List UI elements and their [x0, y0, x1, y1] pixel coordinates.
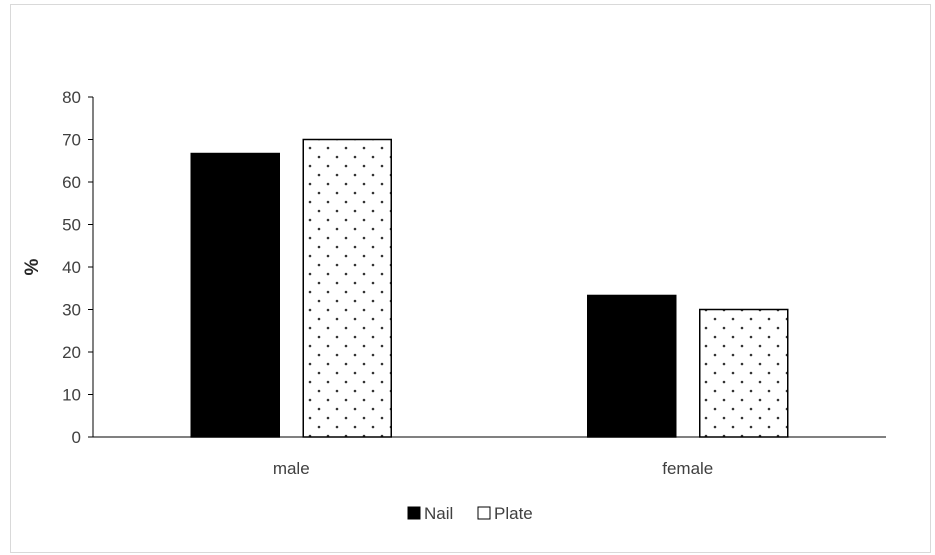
bar-nail-male	[190, 152, 280, 438]
y-axis: 0 10 20 30 40 50 60 70 80	[62, 88, 94, 447]
y-tick-label: 40	[62, 258, 81, 277]
x-axis: male female	[93, 436, 886, 478]
y-tick-label: 10	[62, 386, 81, 405]
y-tick-label: 30	[62, 301, 81, 320]
legend-label: Nail	[424, 504, 453, 523]
y-tick-label: 0	[72, 428, 81, 447]
bar-nail-female	[587, 294, 677, 438]
y-tick-label: 70	[62, 131, 81, 150]
y-tick-label: 60	[62, 173, 81, 192]
bars	[190, 138, 789, 438]
legend-label: Plate	[494, 504, 533, 523]
legend-swatch-nail	[407, 506, 421, 520]
legend: Nail Plate	[407, 504, 533, 523]
legend-item-nail: Nail	[407, 504, 453, 523]
y-axis-title: %	[22, 258, 43, 275]
legend-swatch-plate	[477, 506, 491, 520]
x-tick-label: female	[662, 459, 713, 478]
bar-plate-male	[302, 138, 392, 438]
x-tick-label: male	[273, 459, 310, 478]
bar-plate-female	[699, 308, 789, 438]
y-tick-label: 50	[62, 216, 81, 235]
chart-frame	[10, 4, 931, 553]
y-tick-label: 80	[62, 88, 81, 107]
legend-item-plate: Plate	[477, 504, 533, 523]
y-tick-label: 20	[62, 343, 81, 362]
